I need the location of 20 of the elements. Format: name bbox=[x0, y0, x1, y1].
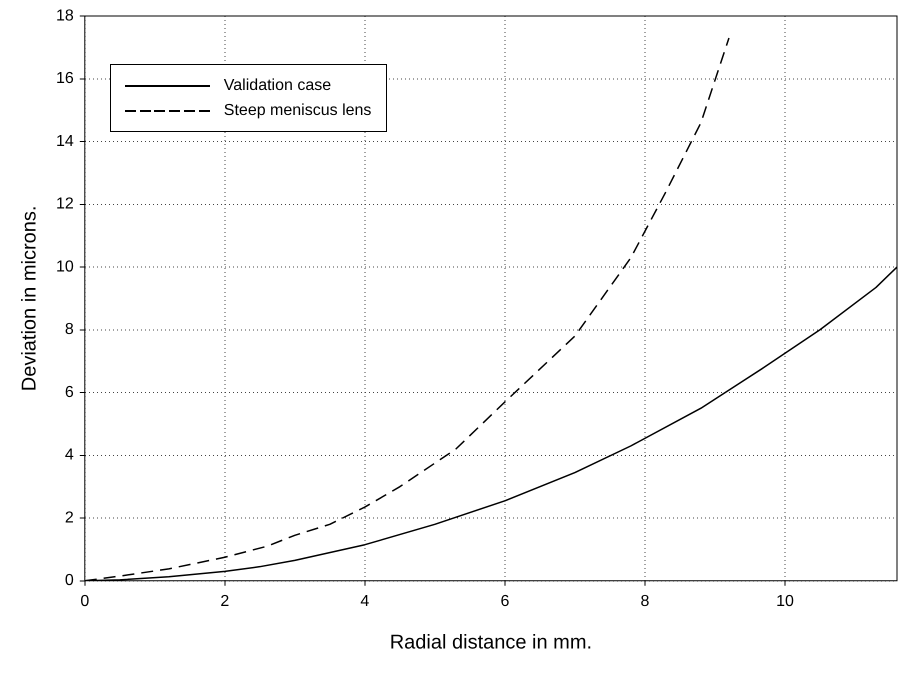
x-tick-label: 6 bbox=[500, 592, 510, 610]
legend-label: Validation case bbox=[224, 76, 332, 94]
y-tick-label: 14 bbox=[56, 132, 74, 150]
x-tick-label: 8 bbox=[640, 592, 650, 610]
x-tick-label: 4 bbox=[360, 592, 370, 610]
x-axis-title: Radial distance in mm. bbox=[390, 632, 592, 654]
x-tick-label: 2 bbox=[220, 592, 230, 610]
y-tick-label: 2 bbox=[64, 509, 74, 526]
y-tick-label: 10 bbox=[56, 258, 74, 276]
y-tick-label: 16 bbox=[56, 70, 74, 88]
y-tick-label: 4 bbox=[64, 446, 74, 464]
y-tick-label: 0 bbox=[64, 572, 74, 590]
y-tick-label: 18 bbox=[56, 7, 74, 24]
x-tick-label: 10 bbox=[776, 592, 794, 610]
y-axis-title: Deviation in microns. bbox=[18, 206, 41, 392]
legend-label: Steep meniscus lens bbox=[224, 102, 372, 120]
y-tick-label: 12 bbox=[56, 196, 74, 213]
x-tick-label: 0 bbox=[80, 592, 90, 610]
y-tick-label: 6 bbox=[64, 384, 74, 401]
y-tick-label: 8 bbox=[64, 321, 74, 338]
